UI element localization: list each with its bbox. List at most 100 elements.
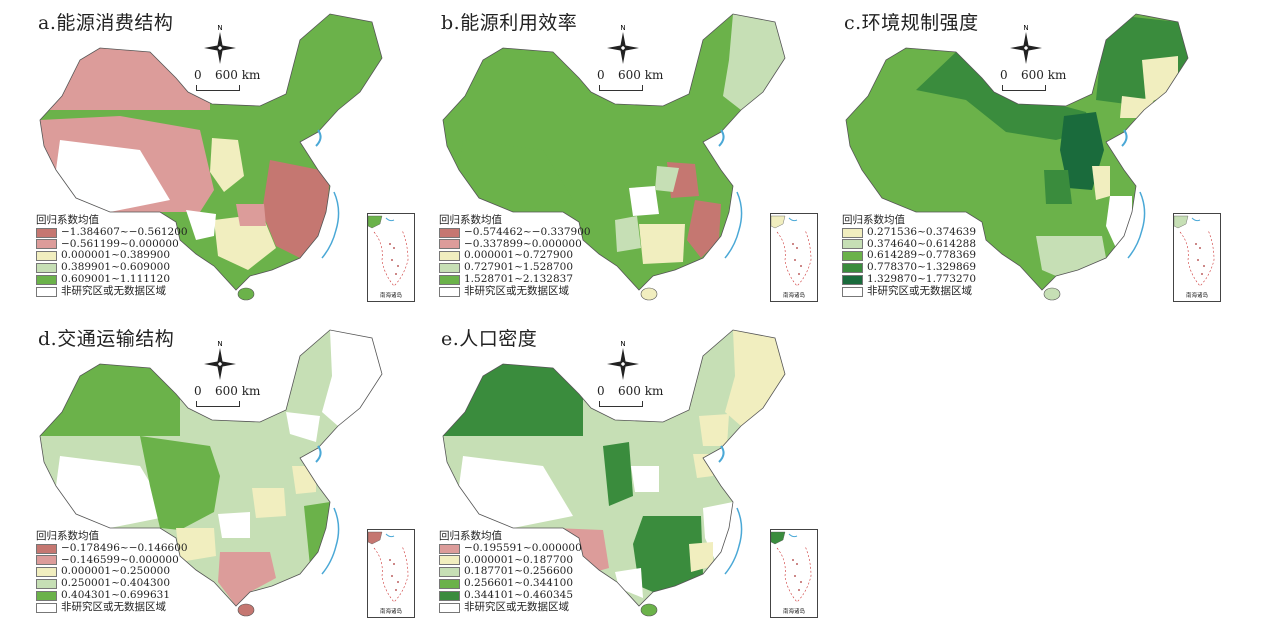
legend-title: 回归系数均值 bbox=[842, 214, 905, 226]
legend-swatch bbox=[36, 274, 57, 285]
legend-label: −0.178496~−0.146600 bbox=[61, 541, 188, 554]
scale-zero-label: 0 bbox=[194, 384, 202, 398]
legend-item: 0.614289~0.778369 bbox=[842, 250, 976, 262]
legend-label: 0.000001~0.250000 bbox=[61, 565, 170, 578]
legend-item: −0.178496~−0.146600 bbox=[36, 541, 188, 555]
legend-title: 回归系数均值 bbox=[36, 530, 99, 542]
scale-km-label: 600 km bbox=[1021, 68, 1067, 82]
scale-bar: 0 600 km bbox=[597, 384, 667, 410]
legend-swatch bbox=[842, 274, 863, 285]
south-china-sea-inset: 南海诸岛 bbox=[367, 529, 415, 618]
legend-item: 0.000001~0.250000 bbox=[36, 566, 188, 578]
legend-swatch bbox=[36, 239, 57, 250]
north-label: N bbox=[1023, 24, 1028, 32]
scale-bar: 0 600 km bbox=[194, 384, 264, 410]
legend-item: 0.256601~0.344100 bbox=[439, 577, 582, 590]
legend-item: −1.384607~−0.561200 bbox=[36, 226, 188, 239]
legend-label: 非研究区或无数据区域 bbox=[464, 600, 569, 613]
south-china-sea-inset: 南海诸岛 bbox=[367, 213, 415, 302]
scale-bar: 0 600 km bbox=[1000, 68, 1070, 94]
inset-label: 南海诸岛 bbox=[1185, 293, 1208, 299]
legend-swatch bbox=[842, 239, 863, 250]
legend: 回归系数均值 −0.574462~−0.337900 −0.337899~0.0… bbox=[439, 214, 591, 298]
inset-map bbox=[367, 215, 409, 287]
north-arrow-icon: N bbox=[605, 338, 641, 384]
legend-item-no-data: 非研究区或无数据区域 bbox=[842, 285, 976, 298]
panel-a: a.能源消费结构 N 0 600 km 回归系数均值 −1.384607~−0.… bbox=[0, 0, 415, 308]
legend-item: −0.337899~0.000000 bbox=[439, 237, 591, 251]
legend-swatch bbox=[439, 555, 460, 566]
china-map-c bbox=[845, 13, 1189, 301]
south-china-sea-inset: 南海诸岛 bbox=[770, 213, 818, 302]
scale-km-label: 600 km bbox=[618, 68, 664, 82]
legend-label: 0.271536~0.374639 bbox=[867, 225, 976, 238]
legend-label: 0.000001~0.389900 bbox=[61, 249, 170, 262]
scale-bar: 0 600 km bbox=[194, 68, 264, 94]
panel-title: b.能源利用效率 bbox=[441, 12, 578, 34]
legend-swatch bbox=[36, 555, 57, 566]
legend-swatch bbox=[36, 251, 57, 262]
legend-item: 0.389901~0.609000 bbox=[36, 261, 188, 274]
inset-label: 南海诸岛 bbox=[379, 293, 402, 299]
legend-label: −0.561199~0.000000 bbox=[61, 237, 179, 250]
north-label: N bbox=[620, 24, 625, 32]
legend-item: −0.561199~0.000000 bbox=[36, 237, 188, 251]
legend-label: 非研究区或无数据区域 bbox=[61, 600, 166, 613]
legend-item: 0.344101~0.460345 bbox=[439, 589, 582, 602]
legend-swatch bbox=[36, 590, 57, 601]
inset-label: 南海诸岛 bbox=[782, 609, 805, 615]
scale-km-label: 600 km bbox=[215, 68, 261, 82]
legend-swatch bbox=[842, 227, 863, 238]
legend-swatch bbox=[36, 579, 57, 590]
panel-title: d.交通运输结构 bbox=[38, 328, 175, 350]
legend-item: 0.250001~0.404300 bbox=[36, 577, 188, 590]
legend-label: 0.389901~0.609000 bbox=[61, 261, 170, 274]
legend: 回归系数均值 −1.384607~−0.561200 −0.561199~0.0… bbox=[36, 214, 188, 298]
legend-label: −0.337899~0.000000 bbox=[464, 237, 582, 250]
legend-swatch bbox=[842, 286, 863, 297]
legend: 回归系数均值 −0.195591~0.000000 0.000001~0.187… bbox=[439, 530, 582, 614]
legend-item: 0.187701~0.256600 bbox=[439, 566, 582, 578]
legend-item: 0.404301~0.699631 bbox=[36, 589, 188, 602]
scale-bar: 0 600 km bbox=[597, 68, 667, 94]
legend-swatch bbox=[36, 263, 57, 274]
legend-label: 0.250001~0.404300 bbox=[61, 577, 170, 590]
legend-item: 0.000001~0.727900 bbox=[439, 250, 591, 262]
legend-item: 1.329870~1.773270 bbox=[842, 273, 976, 286]
legend-swatch bbox=[439, 274, 460, 285]
panel-e: e.人口密度 N 0 600 km 回归系数均值 −0.195591~0.000… bbox=[403, 316, 818, 624]
inset-map bbox=[770, 215, 812, 287]
legend-item-no-data: 非研究区或无数据区域 bbox=[439, 285, 591, 298]
legend-item-no-data: 非研究区或无数据区域 bbox=[439, 600, 582, 614]
legend-item: 0.000001~0.187700 bbox=[439, 554, 582, 567]
legend-label: 0.256601~0.344100 bbox=[464, 577, 573, 590]
scale-line bbox=[1002, 85, 1046, 91]
panel-b: b.能源利用效率 N 0 600 km 回归系数均值 −0.574462~−0.… bbox=[403, 0, 818, 308]
legend-item: 0.727901~1.528700 bbox=[439, 261, 591, 274]
inset-label: 南海诸岛 bbox=[782, 293, 805, 299]
legend-swatch bbox=[36, 227, 57, 238]
north-label: N bbox=[620, 340, 625, 348]
panel-d: d.交通运输结构 N 0 600 km 回归系数均值 −0.178496~−0.… bbox=[0, 316, 415, 624]
legend-title: 回归系数均值 bbox=[439, 530, 502, 542]
legend-title: 回归系数均值 bbox=[439, 214, 502, 226]
legend: 回归系数均值 0.271536~0.374639 0.374640~0.6142… bbox=[842, 214, 976, 298]
legend-item: −0.146599~0.000000 bbox=[36, 553, 188, 567]
panel-title: c.环境规制强度 bbox=[844, 12, 979, 34]
legend-swatch bbox=[439, 543, 460, 554]
legend-label: 0.374640~0.614288 bbox=[867, 237, 976, 250]
legend-swatch bbox=[439, 239, 460, 250]
china-map-a bbox=[39, 13, 383, 301]
south-china-sea-inset: 南海诸岛 bbox=[1173, 213, 1221, 302]
legend-item: 0.609001~1.111120 bbox=[36, 273, 188, 286]
scale-zero-label: 0 bbox=[597, 68, 605, 82]
legend-swatch bbox=[36, 567, 57, 578]
legend-label: −0.146599~0.000000 bbox=[61, 553, 179, 566]
legend-label: −0.195591~0.000000 bbox=[464, 541, 582, 554]
panel-title: e.人口密度 bbox=[441, 328, 538, 350]
legend-item-no-data: 非研究区或无数据区域 bbox=[36, 285, 188, 298]
scale-zero-label: 0 bbox=[597, 384, 605, 398]
scale-line bbox=[196, 85, 240, 91]
legend-swatch bbox=[36, 286, 57, 297]
panel-title: a.能源消费结构 bbox=[38, 12, 174, 34]
